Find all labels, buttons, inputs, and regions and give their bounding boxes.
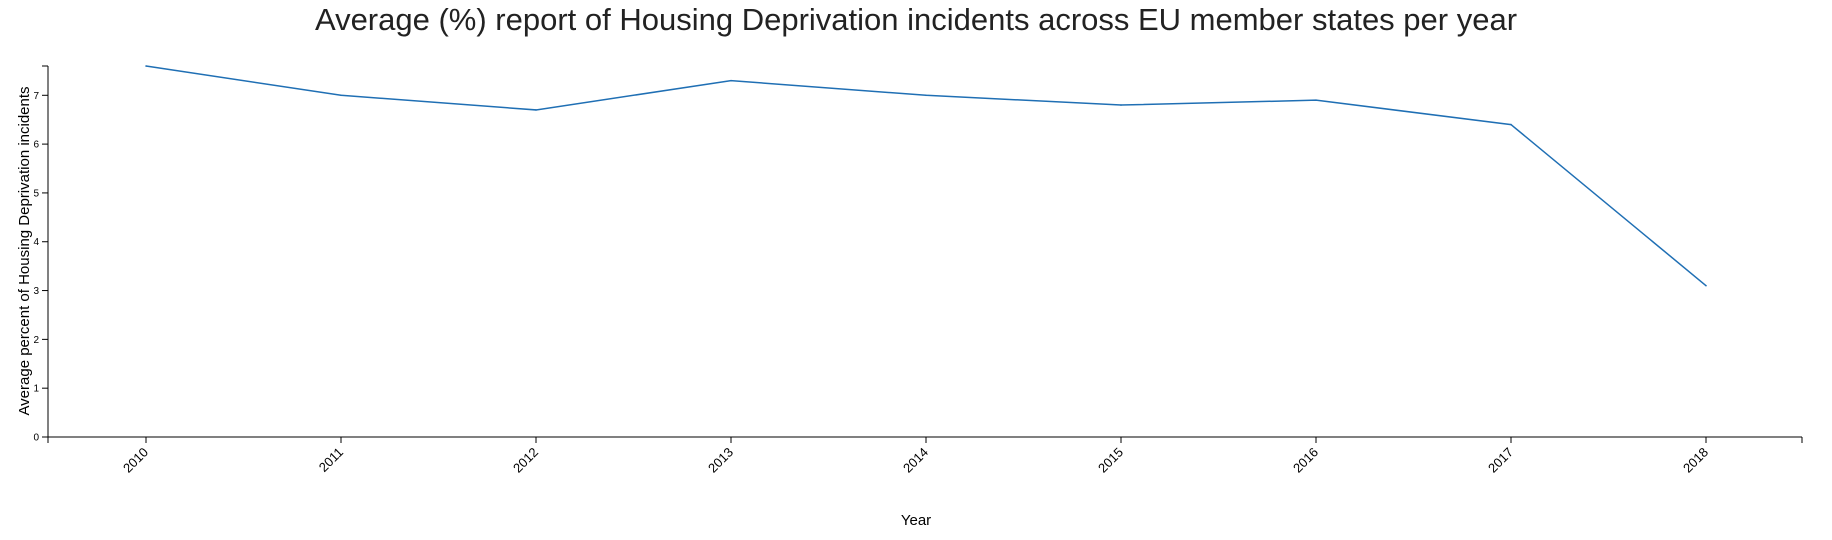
y-tick-label: 2 bbox=[33, 335, 39, 346]
x-tick-label: 2011 bbox=[316, 445, 346, 475]
y-tick-label: 4 bbox=[33, 237, 39, 248]
data-series bbox=[145, 65, 1707, 287]
y-tick-label: 7 bbox=[33, 91, 39, 102]
x-tick-label: 2012 bbox=[510, 445, 541, 476]
data-point bbox=[1510, 123, 1512, 126]
y-tick-label: 5 bbox=[33, 188, 39, 199]
data-point bbox=[1120, 104, 1122, 106]
x-tick-label: 2018 bbox=[1680, 445, 1711, 476]
x-tick-label: 2015 bbox=[1095, 445, 1126, 476]
y-tick-label: 6 bbox=[33, 140, 39, 151]
chart-title: Average (%) report of Housing Deprivatio… bbox=[315, 2, 1517, 37]
y-tick-label: 1 bbox=[33, 384, 39, 395]
y-axis-label: Average percent of Housing Deprivation i… bbox=[16, 86, 33, 415]
x-tick-label: 2013 bbox=[705, 445, 736, 476]
y-axis-ticks: 0 1 2 3 4 5 6 7 bbox=[33, 65, 48, 444]
data-point bbox=[730, 79, 732, 82]
x-tick-label: 2010 bbox=[120, 445, 151, 476]
y-tick-label: 3 bbox=[33, 286, 39, 297]
y-tick-label: 0 bbox=[33, 433, 39, 444]
data-point bbox=[535, 109, 537, 111]
x-tick-label: 2017 bbox=[1485, 445, 1516, 476]
x-tick-label: 2016 bbox=[1290, 445, 1321, 476]
data-point bbox=[145, 65, 147, 67]
x-tick-label: 2014 bbox=[900, 445, 931, 476]
series-line bbox=[145, 65, 1707, 287]
data-point bbox=[1705, 284, 1707, 287]
data-point bbox=[925, 94, 927, 97]
x-axis-label: Year bbox=[901, 512, 931, 529]
data-point bbox=[340, 94, 342, 97]
data-point bbox=[1315, 99, 1317, 101]
x-axis-ticks: 2010 2011 2012 2013 2014 2015 2016 2017 2018 bbox=[47, 437, 1803, 476]
